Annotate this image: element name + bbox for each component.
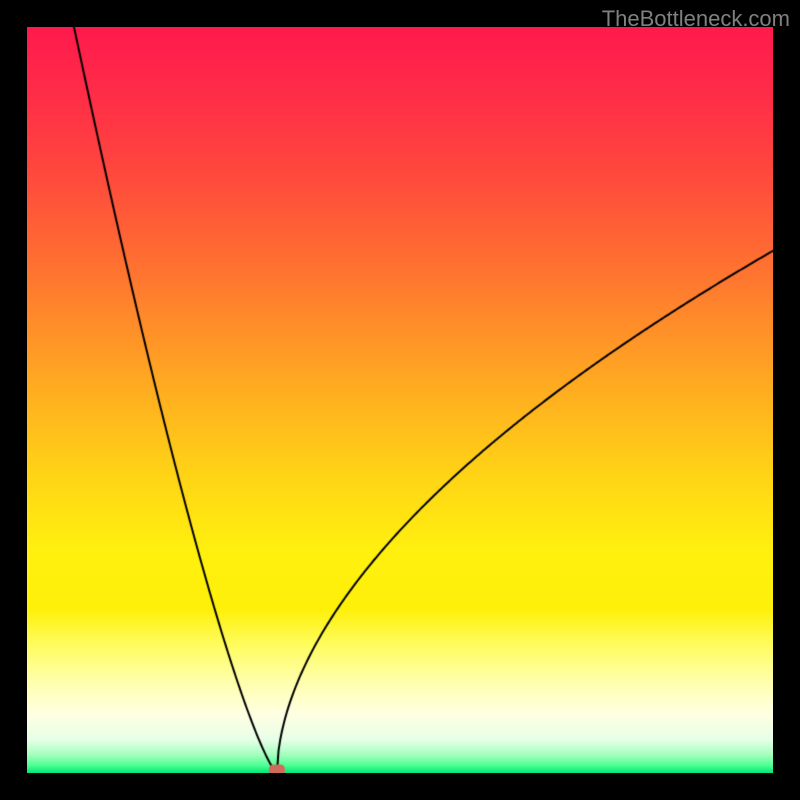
bottleneck-curve-chart: [27, 27, 773, 773]
chart-frame: [27, 27, 773, 773]
watermark-text: TheBottleneck.com: [602, 6, 790, 32]
